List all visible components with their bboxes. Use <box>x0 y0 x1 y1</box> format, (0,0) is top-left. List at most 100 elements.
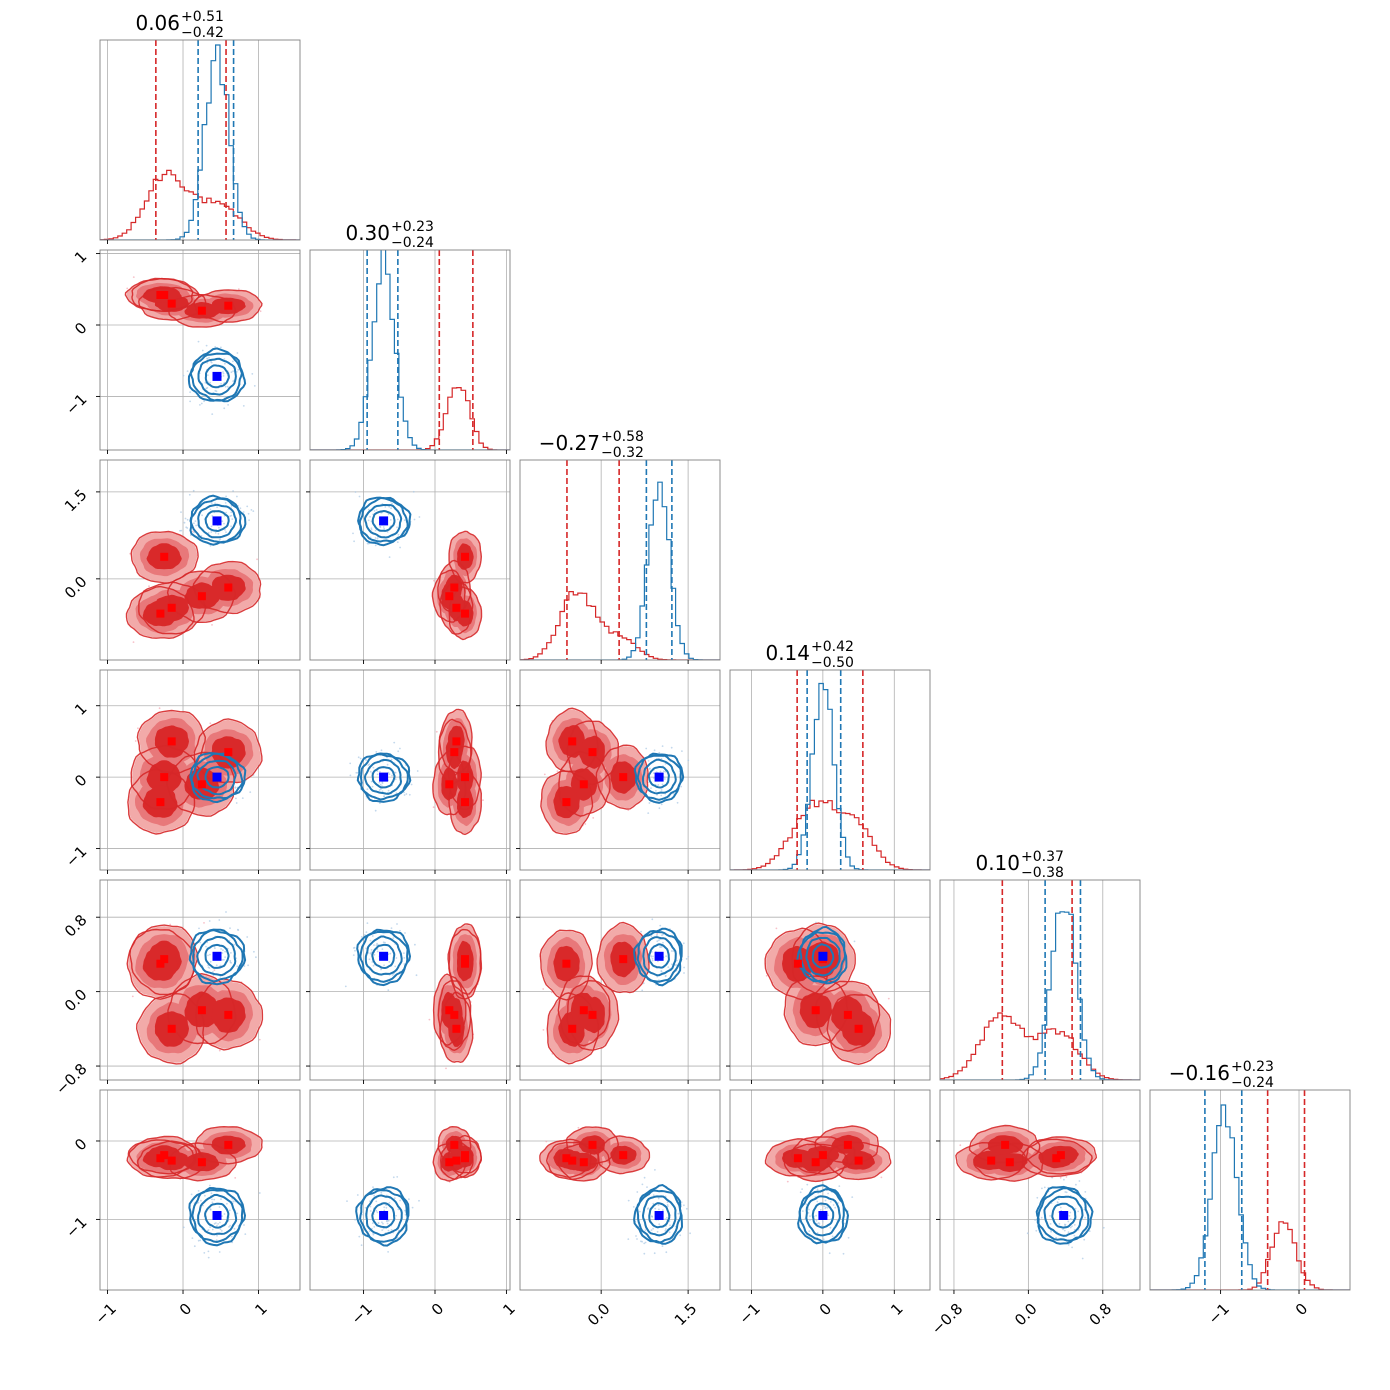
scatter-blue <box>381 790 384 793</box>
panel-frame <box>309 879 511 1081</box>
scatter-blue <box>415 974 418 977</box>
scatter-blue <box>627 1199 630 1202</box>
scatter-blue <box>391 502 393 505</box>
scatter-blue <box>652 1194 655 1197</box>
blue-contour-0 <box>204 1202 230 1229</box>
scatter-blue <box>386 1222 389 1225</box>
scatter-blue <box>258 1192 261 1194</box>
blue-contour-2 <box>359 1189 409 1243</box>
scatter-blue <box>656 940 659 943</box>
truth-red-marker <box>445 592 454 601</box>
red-contour-line <box>447 923 482 995</box>
scatter-blue <box>211 1228 214 1231</box>
red-contour-line <box>782 1143 849 1183</box>
scatter-blue <box>365 947 368 950</box>
scatter-red <box>259 310 262 313</box>
scatter-blue <box>827 1214 830 1217</box>
panel-frame <box>309 459 511 661</box>
scatter-blue <box>352 947 355 949</box>
scatter-blue <box>806 1183 809 1186</box>
scatter-blue <box>210 531 213 533</box>
scatter-blue <box>205 344 208 347</box>
scatter-blue <box>397 750 400 753</box>
scatter-blue <box>1073 1224 1076 1226</box>
truth-red-marker <box>461 955 469 964</box>
truth-red-marker <box>619 1151 628 1160</box>
red-contour-line <box>596 921 650 994</box>
scatter-blue <box>380 1191 383 1194</box>
truth-red-marker <box>987 1156 996 1165</box>
scatter-blue <box>218 526 220 529</box>
scatter-red <box>131 995 134 998</box>
scatter-blue <box>380 968 382 971</box>
panel-frame <box>309 249 511 451</box>
panel-frame <box>99 39 301 241</box>
title-plus-3: +0.42 <box>811 639 854 655</box>
scatter-blue <box>666 1201 669 1204</box>
scatter-blue <box>1049 1223 1052 1225</box>
scatter-blue <box>372 964 375 967</box>
scatter-blue <box>1063 1223 1066 1226</box>
truth-red-marker <box>156 959 165 968</box>
scatter-blue <box>375 1200 378 1203</box>
scatter-blue <box>821 1220 824 1223</box>
scatter-blue <box>371 961 374 963</box>
scatter-red <box>211 624 213 626</box>
scatter-blue <box>639 1210 641 1213</box>
scatter-blue <box>228 1226 230 1228</box>
scatter-blue <box>671 963 673 966</box>
scatter-blue <box>647 812 650 814</box>
red-contour-line <box>1025 1136 1098 1175</box>
scatter-red <box>887 997 890 1000</box>
scatter-blue <box>193 522 195 525</box>
scatter-blue <box>640 930 642 933</box>
blue-contour-3 <box>188 928 247 986</box>
scatter-blue <box>237 928 239 931</box>
scatter-blue <box>381 782 384 785</box>
scatter-blue <box>641 1183 644 1186</box>
scatter-blue <box>403 963 406 965</box>
scatter-blue <box>369 1210 372 1212</box>
scatter-blue <box>824 1199 827 1202</box>
scatter-blue <box>369 770 372 773</box>
red-contour-line <box>790 1136 856 1175</box>
scatter-blue <box>389 519 392 521</box>
scatter-blue <box>372 1233 375 1236</box>
scatter-blue <box>660 789 663 791</box>
scatter-blue <box>206 1229 209 1232</box>
scatter-blue <box>660 794 663 797</box>
scatter-blue <box>182 1226 185 1229</box>
scatter-blue <box>197 1239 200 1242</box>
scatter-blue <box>230 952 232 954</box>
scatter-blue <box>221 952 224 954</box>
scatter-blue <box>660 803 663 806</box>
scatter-blue <box>682 942 685 945</box>
truth-blue-marker <box>212 371 222 381</box>
blue-contour-2 <box>359 930 409 983</box>
truth-red-marker <box>588 1010 597 1019</box>
red-contour-line <box>194 1125 263 1165</box>
scatter-blue <box>657 960 659 963</box>
scatter-blue <box>393 972 395 975</box>
scatter-blue <box>200 402 203 405</box>
scatter-red <box>256 558 258 561</box>
panel-4-0: −0.80.00.8 <box>52 879 301 1098</box>
scatter-blue <box>358 1235 361 1238</box>
panel-1-1: 0.30 +0.23−0.24 <box>309 219 511 454</box>
red-contour-line <box>129 924 199 996</box>
truth-red-marker <box>445 780 454 789</box>
red-contour-line <box>826 993 892 1066</box>
scatter-blue <box>385 1206 388 1209</box>
scatter-blue <box>676 801 679 804</box>
red-contour-line <box>136 709 207 775</box>
scatter-blue <box>396 1236 399 1239</box>
scatter-blue <box>201 514 204 517</box>
scatter-blue <box>807 1212 810 1214</box>
scatter-blue <box>646 1186 648 1188</box>
scatter-red <box>880 1176 883 1179</box>
scatter-blue <box>189 391 192 393</box>
scatter-blue <box>829 1201 832 1203</box>
scatter-blue <box>344 985 347 988</box>
